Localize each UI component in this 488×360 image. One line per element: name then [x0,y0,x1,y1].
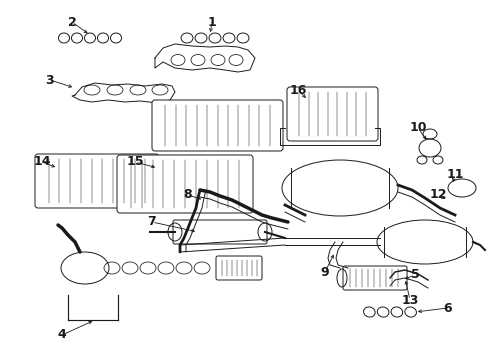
FancyBboxPatch shape [173,220,266,244]
Text: 14: 14 [33,156,51,168]
Text: 1: 1 [207,15,216,28]
FancyBboxPatch shape [216,256,262,280]
FancyBboxPatch shape [117,155,252,213]
Text: 3: 3 [45,73,54,86]
FancyBboxPatch shape [35,154,159,208]
Text: 4: 4 [58,328,66,342]
FancyBboxPatch shape [286,87,377,141]
Text: 2: 2 [67,15,76,28]
Text: 6: 6 [443,301,451,315]
Text: 16: 16 [289,84,306,96]
FancyBboxPatch shape [152,100,283,151]
Text: 15: 15 [126,156,143,168]
Text: 11: 11 [446,168,463,181]
Text: 9: 9 [320,265,328,279]
Text: 8: 8 [183,189,192,202]
Text: 7: 7 [147,216,156,229]
Text: 13: 13 [401,293,418,306]
Text: 5: 5 [410,269,419,282]
Text: 12: 12 [428,189,446,202]
FancyBboxPatch shape [342,266,406,290]
Text: 10: 10 [408,121,426,135]
